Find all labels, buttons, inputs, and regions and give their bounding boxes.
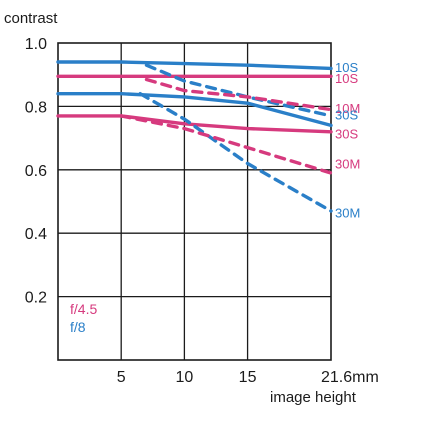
x-tick-label: 15 [239,369,257,386]
y-tick-label: 1.0 [25,36,47,53]
tick-labels: 0.2 0.4 0.6 0.8 1.0 5 10 15 21.6mm [25,36,379,386]
legend-entry: f/4.5 [70,301,97,317]
x-tick-label: 21.6mm [321,369,379,386]
series-end-label: 10S [335,60,358,75]
y-tick-label: 0.4 [25,226,47,243]
series-lines [56,60,333,213]
series-line-10s-f8 [56,60,333,71]
x-tick-label: 5 [117,369,126,386]
series-end-label: 30S [335,107,358,122]
legend: f/4.5 f/8 [70,301,97,335]
series-end-label: 30S [335,126,358,141]
series-line-10m-f8 [144,63,333,118]
y-axis-label: contrast [4,10,58,27]
series-end-label: 10M [335,101,360,116]
plot-frame [57,42,332,361]
y-tick-label: 0.6 [25,163,47,180]
series-line-10m-f45 [144,77,333,112]
x-tick-label: 10 [175,369,193,386]
series-end-label: 30M [335,206,360,221]
y-tick-label: 0.8 [25,99,47,116]
series-line-30s-f8 [56,91,333,128]
series-end-label: 10S [335,71,358,86]
x-axis-label: image height [270,389,357,406]
series-line-30m-f45 [119,114,333,175]
y-tick-label: 0.2 [25,290,47,307]
legend-entry: f/8 [70,319,86,335]
series-end-label: 30M [335,156,360,171]
series-line-30m-f8 [138,91,333,213]
series-line-30s-f45 [56,114,333,134]
